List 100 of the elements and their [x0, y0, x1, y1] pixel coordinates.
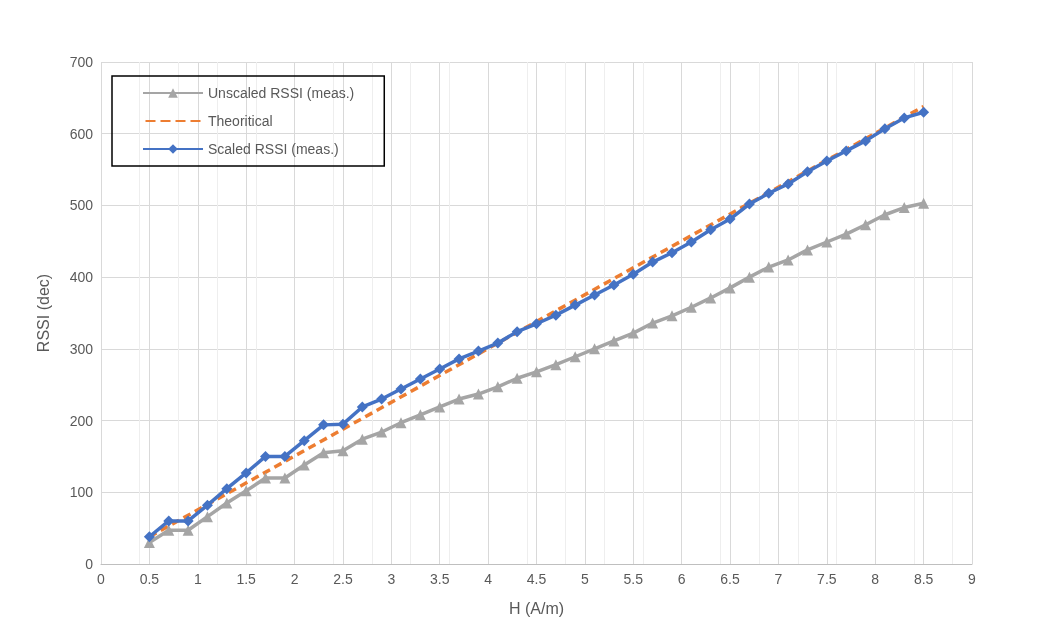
point [298, 435, 310, 447]
y-tick-label: 300 [69, 340, 94, 357]
point [453, 393, 465, 405]
point [201, 499, 213, 511]
point [860, 219, 872, 231]
point [801, 166, 813, 178]
x-tick-label: 1 [193, 571, 202, 587]
point [608, 335, 620, 347]
point [589, 343, 601, 355]
point [782, 254, 794, 266]
point [395, 417, 407, 429]
point [763, 261, 775, 273]
point [569, 299, 581, 311]
point [705, 224, 717, 236]
x-tick-label: 6.5 [720, 571, 740, 587]
y-tick-label: 0 [85, 556, 94, 572]
x-tick-label: 5 [580, 571, 589, 587]
point [356, 401, 368, 413]
point [879, 209, 891, 221]
x-tick-label: 8.5 [913, 571, 934, 587]
x-tick-label: 2 [290, 571, 299, 587]
point [821, 155, 833, 167]
point [898, 112, 910, 124]
point [918, 106, 930, 118]
point [511, 372, 523, 384]
point [724, 282, 736, 294]
point [298, 459, 310, 471]
point [414, 409, 426, 421]
point [705, 292, 717, 304]
point [627, 268, 639, 280]
point [395, 383, 407, 395]
point [782, 178, 794, 190]
y-tick-label: 700 [69, 54, 94, 70]
point [724, 213, 736, 225]
point [492, 381, 504, 393]
legend-label: Scaled RSSI (meas.) [208, 141, 339, 157]
point [879, 123, 891, 135]
point [608, 279, 620, 291]
point [337, 445, 349, 457]
x-tick-label: 2.5 [333, 571, 353, 587]
x-tick-label: 1.5 [236, 571, 257, 587]
point [647, 256, 659, 268]
point [434, 401, 446, 413]
point [898, 202, 910, 214]
point [472, 388, 484, 400]
y-tick-label: 100 [69, 484, 94, 501]
point [801, 244, 813, 256]
point [666, 247, 678, 259]
point [763, 187, 775, 199]
x-tick-label: 0.5 [139, 571, 160, 587]
point [918, 197, 930, 209]
x-tick-label: 3 [387, 571, 396, 587]
point [453, 353, 465, 365]
x-tick-label: 3.5 [429, 571, 450, 587]
point [743, 198, 755, 210]
x-tick-label: 5.5 [623, 571, 644, 587]
point [840, 145, 852, 157]
x-tick-label: 7 [774, 571, 783, 587]
point [201, 511, 213, 523]
point [685, 301, 697, 313]
point [511, 326, 523, 338]
point [550, 309, 562, 321]
x-axis-title: H (A/m) [508, 599, 565, 617]
y-tick-label: 400 [69, 269, 94, 286]
x-tick-label: 4 [484, 571, 493, 587]
point [840, 228, 852, 240]
point [414, 373, 426, 385]
point [221, 497, 233, 509]
point [531, 366, 542, 378]
y-tick-label: 200 [69, 412, 94, 429]
point [647, 317, 659, 329]
point [531, 318, 542, 330]
point [569, 351, 581, 363]
y-axis-title: RSSI (dec) [34, 273, 52, 353]
point [492, 337, 504, 349]
legend-label: Unscaled RSSI (meas.) [208, 85, 355, 101]
point [356, 433, 368, 445]
point [589, 289, 601, 301]
point [279, 472, 291, 484]
point [821, 236, 833, 248]
point [337, 418, 349, 430]
x-tick-label: 6 [677, 571, 686, 587]
y-tick-label: 600 [69, 125, 94, 142]
x-tick-label: 7.5 [817, 571, 837, 587]
point [318, 447, 330, 459]
point [240, 485, 252, 497]
point [666, 310, 678, 322]
point [627, 327, 639, 339]
x-tick-label: 9 [968, 571, 977, 587]
point [260, 472, 272, 484]
point [376, 393, 388, 405]
legend-label: Theoritical [208, 113, 273, 129]
point [434, 363, 446, 375]
point [143, 531, 155, 543]
y-tick-label: 500 [69, 197, 94, 214]
point [472, 345, 484, 357]
x-tick-label: 0 [97, 571, 106, 587]
point [240, 467, 252, 479]
point [550, 359, 562, 371]
x-tick-label: 4.5 [526, 571, 547, 587]
